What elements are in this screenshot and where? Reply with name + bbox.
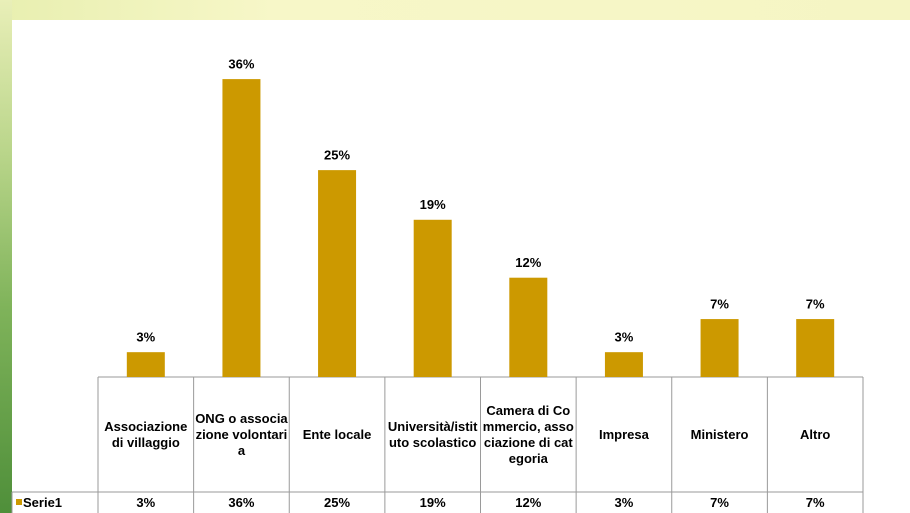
data-label: 3% (136, 330, 155, 345)
data-label: 36% (228, 57, 254, 72)
bar (700, 319, 739, 377)
bar (126, 352, 165, 377)
table-value: 12% (515, 494, 542, 510)
plot-background (12, 20, 910, 513)
table-value: 25% (324, 494, 351, 510)
legend-swatch (16, 499, 22, 505)
category-label: Associazione di villaggio (104, 418, 188, 450)
data-label: 7% (710, 297, 729, 312)
bar (413, 219, 452, 377)
data-label: 25% (324, 148, 350, 163)
category-label: ONG o associazione volontaria (195, 410, 288, 458)
category-label: Camera di Commercio, associazione di cat… (482, 402, 574, 466)
data-label: 19% (420, 197, 446, 212)
data-label: 3% (615, 330, 634, 345)
data-label: 7% (806, 297, 825, 312)
category-label: Ente locale (302, 426, 372, 442)
bar (796, 319, 835, 377)
category-label: Impresa (599, 426, 649, 442)
data-label: 12% (515, 255, 541, 270)
table-value: 3% (136, 494, 156, 510)
header-band (0, 0, 910, 20)
table-value: 36% (228, 494, 255, 510)
table-value: 7% (805, 494, 825, 510)
bar (222, 79, 261, 377)
table-value: 3% (614, 494, 634, 510)
bar (604, 352, 643, 377)
table-value: 19% (419, 494, 446, 510)
side-band (0, 0, 12, 513)
table-value: 7% (710, 494, 729, 510)
category-label: Ministero (690, 426, 749, 442)
category-label: Università/istituto scolastico (387, 418, 478, 450)
category-label: Altro (800, 426, 831, 442)
legend-label: Serie1 (23, 494, 63, 510)
bar (318, 170, 357, 377)
bar (509, 277, 548, 377)
